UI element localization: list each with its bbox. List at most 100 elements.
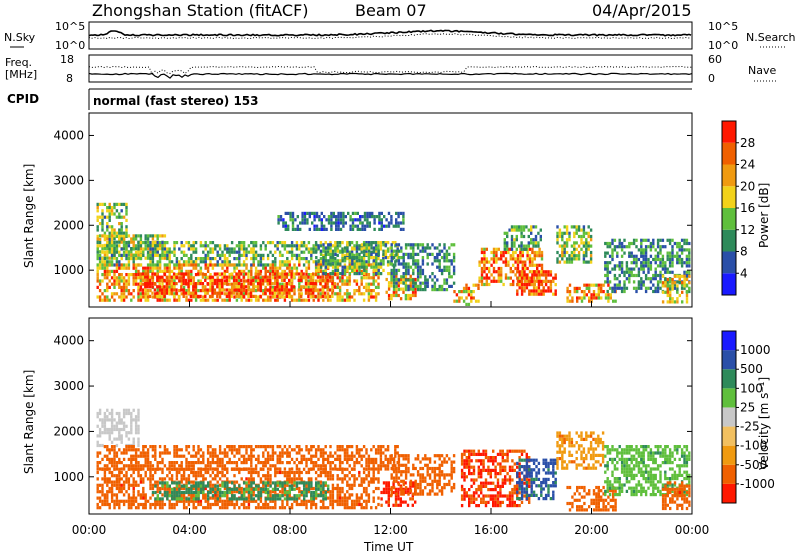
heatmap-cell	[285, 288, 288, 292]
heatmap-cell	[547, 273, 550, 277]
heatmap-cell	[318, 227, 321, 231]
heatmap-cell	[175, 454, 179, 458]
heatmap-cell	[218, 448, 222, 452]
heatmap-cell	[144, 499, 147, 503]
heatmap-cell	[98, 434, 102, 438]
heatmap-cell	[320, 227, 323, 231]
heatmap-cell	[221, 298, 224, 302]
heatmap-cell	[247, 470, 251, 475]
heatmap-cell	[266, 477, 270, 481]
heatmap-cell	[523, 276, 526, 280]
heatmap-cell	[238, 457, 241, 461]
heatmap-cell	[324, 269, 327, 273]
heatmap-cell	[230, 499, 234, 503]
heatmap-cell	[592, 293, 596, 297]
heatmap-cell	[520, 279, 524, 283]
heatmap-cell	[585, 238, 588, 242]
heatmap-cell	[170, 477, 174, 481]
heatmap-cell	[329, 451, 332, 455]
heatmap-cell	[242, 275, 245, 279]
heatmap-cell	[530, 276, 533, 280]
heatmap-cell	[175, 499, 179, 503]
heatmap-cell	[110, 295, 114, 299]
nave-tick-low: 0	[708, 72, 715, 85]
heatmap-cell	[101, 218, 104, 222]
heatmap-cell	[623, 286, 626, 290]
power-colorbar-tick-label: 20	[740, 179, 755, 193]
heatmap-cell	[218, 263, 222, 267]
heatmap-cell	[110, 209, 114, 213]
heatmap-cell	[250, 457, 253, 461]
heatmap-cell	[257, 457, 260, 461]
heatmap-cell	[343, 272, 347, 276]
heatmap-cell	[514, 260, 517, 264]
heatmap-cell	[173, 298, 176, 302]
heatmap-cell	[343, 282, 347, 286]
heatmap-cell	[175, 448, 179, 452]
heatmap-cell	[305, 448, 308, 452]
heatmap-cell	[120, 253, 123, 257]
heatmap-cell	[242, 506, 246, 510]
heatmap-cell	[547, 289, 550, 293]
heatmap-cell	[276, 454, 279, 458]
heatmap-cell	[588, 296, 591, 300]
heatmap-cell	[103, 257, 107, 261]
power-colorbar-tick-label: 12	[740, 223, 755, 237]
heatmap-cell	[245, 490, 248, 494]
heatmap-cell	[132, 408, 135, 412]
heatmap-cell	[450, 284, 453, 288]
heatmap-cell	[161, 486, 164, 491]
heatmap-cell	[165, 288, 169, 292]
heatmap-cell	[288, 266, 291, 270]
heatmap-cell	[589, 257, 593, 261]
heatmap-cell	[363, 218, 367, 222]
heatmap-cell	[238, 269, 241, 273]
heatmap-cell	[609, 296, 612, 300]
heatmap-cell	[103, 276, 107, 280]
heatmap-cell	[233, 247, 236, 251]
heatmap-cell	[416, 275, 420, 279]
heatmap-cell	[367, 285, 371, 289]
heatmap-cell	[194, 241, 198, 245]
heatmap-cell	[175, 263, 179, 267]
heatmap-cell	[226, 470, 229, 475]
heatmap-cell	[298, 292, 301, 296]
heatmap-cell	[346, 257, 349, 261]
heatmap-cell	[644, 286, 648, 290]
heatmap-cell	[338, 244, 342, 248]
heatmap-cell	[142, 266, 145, 270]
heatmap-cell	[565, 238, 569, 242]
heatmap-cell	[103, 253, 107, 257]
heatmap-cell	[115, 443, 119, 448]
heatmap-cell	[283, 285, 286, 289]
heatmap-cell	[226, 477, 229, 481]
heatmap-cell	[182, 244, 186, 248]
heatmap-cell	[642, 270, 645, 274]
heatmap-cell	[103, 493, 107, 497]
heatmap-cell	[448, 284, 451, 288]
heatmap-cell	[570, 250, 574, 255]
heatmap-cell	[343, 256, 347, 260]
heatmap-cell	[110, 282, 114, 286]
heatmap-cell	[681, 290, 684, 294]
heatmap-cell	[656, 280, 660, 284]
heatmap-cell	[625, 264, 629, 268]
heatmap-cell	[518, 228, 521, 232]
heatmap-cell	[346, 448, 349, 452]
heatmap-cell	[312, 294, 315, 298]
heatmap-cell	[520, 283, 524, 287]
heatmap-cell	[209, 496, 212, 500]
heatmap-cell	[96, 506, 99, 510]
heatmap-cell	[286, 461, 289, 465]
heatmap-cell	[355, 282, 359, 286]
heatmap-cell	[522, 247, 526, 251]
heatmap-cell	[516, 254, 520, 258]
heatmap-cell	[149, 244, 152, 248]
power-colorbar-segment	[722, 251, 736, 274]
heatmap-cell	[329, 464, 332, 468]
heatmap-cell	[537, 231, 540, 235]
heatmap-cell	[266, 451, 270, 455]
heatmap-cell	[278, 253, 282, 257]
heatmap-cell	[173, 253, 176, 257]
heatmap-cell	[103, 480, 107, 484]
